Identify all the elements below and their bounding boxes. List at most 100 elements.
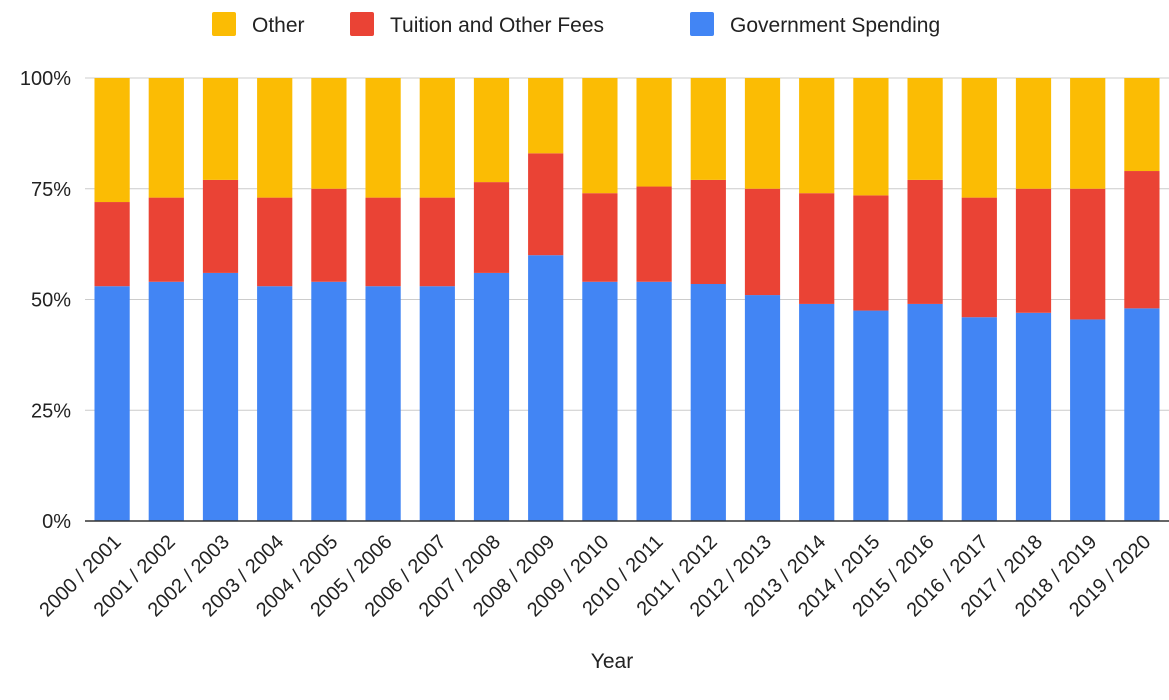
bar-group-2015-2016 (907, 78, 943, 521)
bar-government-spending-2002-2003 (202, 272, 239, 521)
bar-other-2006-2007 (419, 78, 455, 198)
bar-other-2019-2020 (1124, 78, 1160, 172)
bar-government-spending-2011-2012 (690, 283, 726, 521)
bar-tuition-and-other-fees-2019-2020 (1124, 171, 1160, 309)
bar-group-2013-2014 (799, 78, 835, 521)
bar-government-spending-2014-2015 (853, 310, 889, 521)
bar-government-spending-2008-2009 (528, 255, 564, 521)
bar-other-2008-2009 (528, 78, 564, 154)
bar-other-2015-2016 (907, 78, 943, 180)
bar-group-2001-2002 (148, 78, 184, 521)
bar-government-spending-2006-2007 (419, 286, 455, 521)
bar-tuition-and-other-fees-2017-2018 (1015, 188, 1052, 313)
legend-swatch-tuition-and-other-fees (350, 12, 374, 36)
bar-other-2010-2011 (636, 78, 672, 187)
bar-tuition-and-other-fees-2013-2014 (799, 193, 835, 304)
bar-tuition-and-other-fees-2000-2001 (94, 202, 130, 287)
bar-government-spending-2009-2010 (582, 281, 618, 521)
bar-other-2017-2018 (1015, 78, 1052, 189)
bar-group-2005-2006 (365, 78, 401, 521)
bar-group-2014-2015 (853, 78, 889, 521)
bar-tuition-and-other-fees-2005-2006 (365, 197, 401, 287)
legend-item-other: Other (212, 12, 305, 37)
bar-other-2002-2003 (202, 78, 239, 180)
bar-other-2001-2002 (148, 78, 184, 198)
bar-government-spending-2018-2019 (1070, 319, 1106, 521)
bar-tuition-and-other-fees-2001-2002 (148, 197, 184, 282)
bar-government-spending-2001-2002 (148, 281, 184, 521)
bar-tuition-and-other-fees-2011-2012 (690, 179, 726, 284)
legend-swatch-government-spending (690, 12, 714, 36)
bar-government-spending-2004-2005 (311, 281, 347, 521)
bar-other-2000-2001 (94, 78, 130, 203)
bar-group-2004-2005 (311, 78, 347, 521)
bar-group-2010-2011 (636, 78, 672, 521)
bar-group-2019-2020 (1124, 78, 1160, 521)
bar-other-2007-2008 (473, 78, 510, 183)
bar-other-2003-2004 (257, 78, 293, 198)
bar-tuition-and-other-fees-2009-2010 (582, 193, 618, 282)
bar-other-2013-2014 (799, 78, 835, 194)
legend-label-other: Other (252, 14, 305, 37)
bar-tuition-and-other-fees-2008-2009 (528, 153, 564, 256)
bar-government-spending-2019-2020 (1124, 308, 1160, 521)
y-tick-label: 50% (31, 290, 71, 312)
legend-item-tuition-and-other-fees: Tuition and Other Fees (350, 12, 604, 37)
bar-group-2008-2009 (528, 78, 564, 521)
bar-government-spending-2016-2017 (961, 317, 997, 521)
bar-tuition-and-other-fees-2010-2011 (636, 186, 672, 282)
legend: Other Tuition and Other Fees Government Sp… (212, 12, 940, 37)
bar-other-2011-2012 (690, 78, 726, 180)
bar-government-spending-2017-2018 (1015, 312, 1052, 521)
bar-tuition-and-other-fees-2014-2015 (853, 195, 889, 311)
bar-tuition-and-other-fees-2004-2005 (311, 188, 347, 282)
bars (94, 78, 1160, 521)
bar-tuition-and-other-fees-2002-2003 (202, 179, 239, 273)
bar-tuition-and-other-fees-2006-2007 (419, 197, 455, 287)
bar-group-2018-2019 (1070, 78, 1106, 521)
bar-group-2000-2001 (94, 78, 130, 521)
y-tick-label: 100% (20, 68, 71, 90)
bar-government-spending-2013-2014 (799, 303, 835, 521)
bar-group-2011-2012 (690, 78, 726, 521)
bar-tuition-and-other-fees-2007-2008 (473, 182, 510, 273)
bar-tuition-and-other-fees-2003-2004 (257, 197, 293, 287)
bar-government-spending-2015-2016 (907, 303, 943, 521)
bar-government-spending-2000-2001 (94, 286, 130, 521)
bar-group-2007-2008 (473, 78, 510, 521)
bar-other-2012-2013 (744, 78, 781, 189)
bar-other-2014-2015 (853, 78, 889, 196)
bar-tuition-and-other-fees-2015-2016 (907, 179, 943, 304)
bar-other-2018-2019 (1070, 78, 1106, 189)
legend-label-tuition-and-other-fees: Tuition and Other Fees (390, 14, 604, 37)
bar-government-spending-2007-2008 (473, 272, 510, 521)
bar-other-2005-2006 (365, 78, 401, 198)
legend-label-government-spending: Government Spending (730, 14, 940, 37)
bar-government-spending-2010-2011 (636, 281, 672, 521)
bar-group-2002-2003 (202, 78, 239, 521)
gridlines (85, 77, 1169, 411)
bar-group-2017-2018 (1015, 78, 1052, 521)
bar-other-2004-2005 (311, 78, 347, 189)
bar-tuition-and-other-fees-2012-2013 (744, 188, 781, 296)
bar-government-spending-2012-2013 (744, 295, 781, 521)
y-tick-label: 75% (31, 179, 71, 201)
bar-tuition-and-other-fees-2016-2017 (961, 197, 997, 318)
bar-other-2016-2017 (961, 78, 997, 198)
bar-tuition-and-other-fees-2018-2019 (1070, 188, 1106, 320)
bar-group-2003-2004 (257, 78, 293, 521)
y-tick-label: 25% (31, 400, 71, 422)
bar-government-spending-2003-2004 (257, 286, 293, 521)
bar-other-2009-2010 (582, 78, 618, 194)
bar-group-2006-2007 (419, 78, 455, 521)
y-axis-ticks: 0% 25% 50% 75% 100% (20, 68, 71, 533)
bar-group-2009-2010 (582, 78, 618, 521)
legend-item-government-spending: Government Spending (690, 12, 940, 37)
bar-group-2016-2017 (961, 78, 997, 521)
x-axis-title: Year (591, 650, 633, 673)
bar-government-spending-2005-2006 (365, 286, 401, 521)
bar-group-2012-2013 (744, 78, 781, 521)
legend-swatch-other (212, 12, 236, 36)
